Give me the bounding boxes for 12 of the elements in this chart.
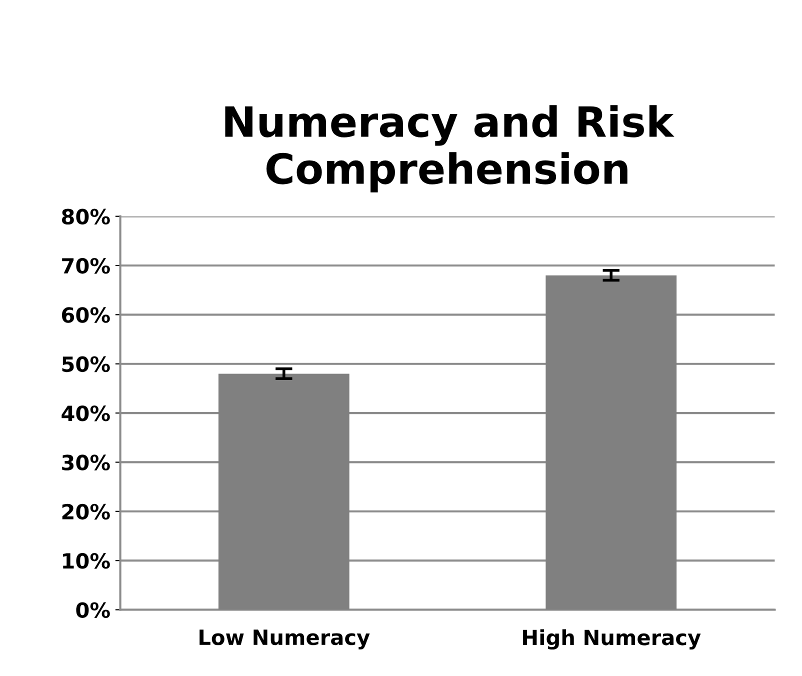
y-tick-label: 50% — [62, 356, 110, 372]
y-tick-label: 20% — [62, 504, 110, 520]
y-tick-label: 30% — [62, 454, 110, 470]
y-tick-label: 80% — [62, 208, 110, 225]
y-tick-label: 0% — [76, 602, 110, 618]
x-tick-label: High Numeracy — [523, 629, 701, 650]
y-tick-label: 10% — [63, 553, 110, 569]
x-tick-label: Low Numeracy — [200, 630, 370, 650]
y-tick-label: 70% — [62, 258, 110, 274]
y-tick-label: 60% — [62, 307, 110, 323]
chart-title: Numeracy and Risk Comprehension — [225, 105, 674, 192]
y-tick-label: 40% — [62, 405, 110, 422]
